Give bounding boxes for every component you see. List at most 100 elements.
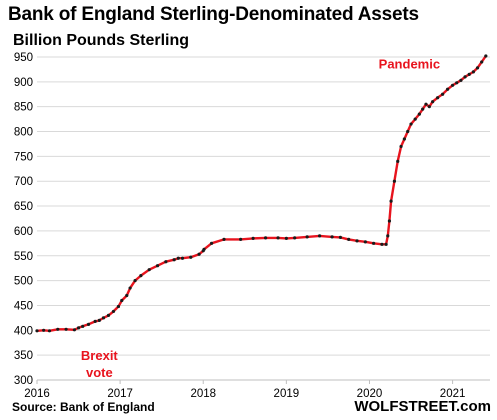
data-point bbox=[180, 256, 185, 260]
y-tick-label: 600 bbox=[14, 226, 33, 238]
data-point bbox=[467, 72, 471, 76]
data-point bbox=[251, 236, 255, 240]
y-tick-label: 550 bbox=[14, 251, 33, 263]
data-point bbox=[147, 268, 151, 272]
source-note: Source: Bank of England bbox=[12, 400, 155, 414]
y-tick-label: 750 bbox=[14, 151, 33, 163]
data-point bbox=[176, 256, 180, 260]
data-point bbox=[202, 247, 206, 251]
data-point bbox=[421, 107, 425, 111]
data-point bbox=[363, 240, 367, 244]
data-point bbox=[409, 122, 413, 126]
data-point bbox=[209, 241, 214, 245]
data-point bbox=[446, 87, 450, 91]
data-point bbox=[93, 319, 97, 323]
data-point bbox=[413, 117, 417, 121]
y-tick-label: 650 bbox=[14, 201, 33, 213]
data-point bbox=[427, 105, 431, 109]
data-point bbox=[155, 264, 160, 268]
y-tick-label: 800 bbox=[14, 127, 33, 139]
data-point bbox=[338, 235, 342, 239]
data-point bbox=[389, 199, 393, 203]
data-point bbox=[276, 236, 280, 240]
data-point bbox=[475, 66, 480, 70]
data-point bbox=[116, 304, 121, 309]
data-point bbox=[480, 60, 484, 64]
data-point bbox=[125, 293, 129, 298]
data-point bbox=[399, 144, 403, 149]
data-point bbox=[417, 112, 421, 116]
y-tick-label: 350 bbox=[14, 350, 33, 362]
y-tick-label: 500 bbox=[14, 276, 33, 288]
data-point bbox=[76, 326, 81, 330]
x-tick-label: 2019 bbox=[274, 388, 300, 400]
data-point bbox=[386, 234, 390, 238]
data-point bbox=[120, 298, 124, 303]
data-point bbox=[35, 329, 39, 333]
data-point bbox=[471, 70, 475, 74]
data-point bbox=[372, 241, 376, 245]
y-tick-label: 450 bbox=[14, 300, 33, 312]
data-point bbox=[164, 260, 168, 264]
data-point bbox=[330, 235, 334, 239]
data-point bbox=[380, 242, 384, 246]
data-point bbox=[222, 237, 226, 241]
data-point bbox=[406, 129, 410, 134]
data-point bbox=[56, 327, 60, 331]
data-point bbox=[355, 239, 359, 243]
chart-subtitle: Billion Pounds Sterling bbox=[13, 32, 189, 49]
data-point bbox=[263, 236, 268, 240]
x-tick-label: 2017 bbox=[107, 388, 133, 400]
data-point bbox=[384, 242, 388, 246]
data-point bbox=[396, 159, 400, 163]
data-point bbox=[128, 286, 132, 290]
data-point bbox=[459, 78, 463, 82]
data-point bbox=[81, 324, 85, 328]
data-point bbox=[47, 329, 52, 333]
series-line bbox=[36, 55, 487, 332]
y-tick-label: 300 bbox=[14, 375, 33, 387]
data-point bbox=[284, 236, 288, 240]
data-point bbox=[293, 236, 297, 240]
annotation-label: Pandemic bbox=[379, 56, 440, 71]
data-point bbox=[436, 96, 440, 100]
data-point bbox=[197, 252, 201, 256]
data-point bbox=[239, 237, 243, 241]
data-point bbox=[392, 179, 397, 183]
chart-title: Bank of England Sterling-Denominated Ass… bbox=[8, 4, 419, 25]
data-point bbox=[455, 81, 459, 85]
data-point bbox=[387, 219, 392, 223]
data-point bbox=[111, 309, 116, 314]
data-point bbox=[463, 75, 467, 79]
annotation-label: Brexit bbox=[81, 348, 119, 363]
y-tick-label: 850 bbox=[14, 102, 33, 114]
data-point bbox=[139, 274, 143, 278]
data-point bbox=[189, 255, 193, 259]
data-point bbox=[106, 313, 111, 317]
data-point bbox=[86, 322, 91, 326]
x-tick-label: 2016 bbox=[24, 388, 50, 400]
y-tick-label: 400 bbox=[14, 325, 33, 337]
data-point bbox=[424, 102, 428, 106]
data-point bbox=[42, 328, 46, 332]
data-point bbox=[72, 328, 77, 332]
y-tick-label: 900 bbox=[14, 77, 33, 89]
x-tick-label: 2020 bbox=[357, 388, 383, 400]
x-tick-label: 2021 bbox=[440, 388, 466, 400]
data-point bbox=[172, 258, 176, 262]
y-tick-label: 950 bbox=[14, 52, 33, 64]
data-point bbox=[97, 318, 101, 322]
data-point bbox=[101, 316, 106, 320]
x-tick-label: 2018 bbox=[190, 388, 216, 400]
annotation-label: vote bbox=[86, 365, 113, 380]
data-point bbox=[402, 137, 406, 141]
data-point bbox=[347, 237, 351, 241]
data-point bbox=[133, 279, 137, 283]
data-point bbox=[441, 92, 445, 96]
brand-logo-text: WOLFSTREET.com bbox=[354, 398, 491, 415]
data-point bbox=[484, 54, 488, 58]
y-tick-label: 700 bbox=[14, 176, 33, 188]
data-point bbox=[450, 83, 455, 87]
data-point bbox=[318, 234, 322, 238]
